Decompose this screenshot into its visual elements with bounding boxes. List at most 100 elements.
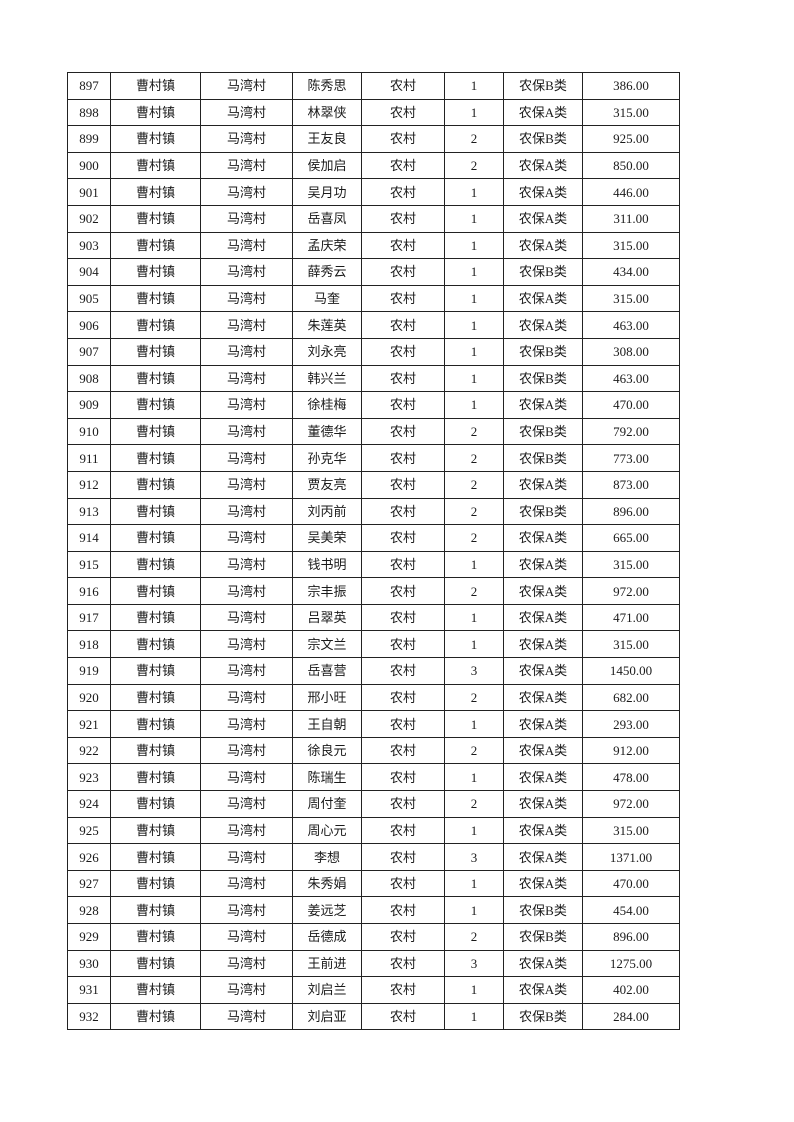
cell-town: 曹村镇	[110, 204, 201, 233]
cell-town: 曹村镇	[110, 337, 201, 366]
cell-insurance-category: 农保A类	[503, 843, 583, 871]
cell-insurance-category: 农保A类	[503, 470, 583, 499]
cell-village: 马湾村	[200, 497, 293, 526]
cell-family-size: 3	[444, 949, 504, 978]
cell-household-type: 农村	[361, 444, 445, 472]
cell-town: 曹村镇	[110, 923, 201, 951]
cell-town: 曹村镇	[110, 710, 201, 738]
cell-insurance-category: 农保B类	[503, 1002, 583, 1031]
cell-row-number: 917	[67, 603, 111, 632]
table-row: 918 曹村镇 马湾村 宗文兰 农村 1 农保A类 315.00	[67, 630, 680, 659]
cell-village: 马湾村	[200, 869, 293, 898]
cell-town: 曹村镇	[110, 550, 201, 579]
cell-village: 马湾村	[200, 417, 293, 446]
cell-household-type: 农村	[361, 151, 445, 180]
cell-household-type: 农村	[361, 337, 445, 366]
cell-town: 曹村镇	[110, 603, 201, 632]
cell-village: 马湾村	[200, 896, 293, 924]
cell-name: 陈瑞生	[292, 763, 362, 792]
cell-village: 马湾村	[200, 657, 293, 685]
cell-amount: 463.00	[582, 311, 680, 339]
cell-town: 曹村镇	[110, 736, 201, 765]
cell-amount: 454.00	[582, 896, 680, 924]
table-row: 919 曹村镇 马湾村 岳喜营 农村 3 农保A类 1450.00	[67, 657, 680, 685]
table-row: 906 曹村镇 马湾村 朱莲英 农村 1 农保A类 463.00	[67, 311, 680, 339]
table-row: 897 曹村镇 马湾村 陈秀思 农村 1 农保B类 386.00	[67, 72, 680, 100]
cell-household-type: 农村	[361, 736, 445, 765]
cell-name: 岳喜凤	[292, 204, 362, 233]
cell-household-type: 农村	[361, 178, 445, 206]
cell-row-number: 926	[67, 843, 111, 871]
cell-insurance-category: 农保A类	[503, 550, 583, 579]
cell-name: 孙克华	[292, 444, 362, 472]
cell-row-number: 913	[67, 497, 111, 526]
cell-name: 岳德成	[292, 923, 362, 951]
cell-household-type: 农村	[361, 657, 445, 685]
table-row: 901 曹村镇 马湾村 吴月功 农村 1 农保A类 446.00	[67, 178, 680, 206]
cell-amount: 471.00	[582, 603, 680, 632]
cell-household-type: 农村	[361, 125, 445, 153]
cell-amount: 315.00	[582, 98, 680, 127]
cell-household-type: 农村	[361, 790, 445, 818]
cell-family-size: 2	[444, 683, 504, 712]
cell-insurance-category: 农保B类	[503, 923, 583, 951]
cell-village: 马湾村	[200, 524, 293, 552]
cell-family-size: 2	[444, 790, 504, 818]
cell-name: 宗文兰	[292, 630, 362, 659]
cell-household-type: 农村	[361, 417, 445, 446]
cell-row-number: 898	[67, 98, 111, 127]
cell-name: 韩兴兰	[292, 364, 362, 393]
cell-town: 曹村镇	[110, 816, 201, 845]
cell-town: 曹村镇	[110, 657, 201, 685]
cell-amount: 1371.00	[582, 843, 680, 871]
cell-row-number: 928	[67, 896, 111, 924]
cell-household-type: 农村	[361, 364, 445, 393]
cell-row-number: 907	[67, 337, 111, 366]
cell-name: 贾友亮	[292, 470, 362, 499]
cell-household-type: 农村	[361, 923, 445, 951]
cell-insurance-category: 农保A类	[503, 98, 583, 127]
cell-insurance-category: 农保B类	[503, 497, 583, 526]
cell-village: 马湾村	[200, 790, 293, 818]
cell-amount: 792.00	[582, 417, 680, 446]
cell-insurance-category: 农保A类	[503, 603, 583, 632]
cell-household-type: 农村	[361, 816, 445, 845]
cell-name: 王前进	[292, 949, 362, 978]
cell-name: 侯加启	[292, 151, 362, 180]
cell-family-size: 1	[444, 391, 504, 419]
cell-village: 马湾村	[200, 630, 293, 659]
cell-town: 曹村镇	[110, 72, 201, 100]
cell-household-type: 农村	[361, 1002, 445, 1031]
cell-town: 曹村镇	[110, 524, 201, 552]
cell-row-number: 916	[67, 577, 111, 605]
cell-row-number: 921	[67, 710, 111, 738]
table-row: 915 曹村镇 马湾村 钱书明 农村 1 农保A类 315.00	[67, 550, 680, 579]
cell-amount: 470.00	[582, 869, 680, 898]
cell-household-type: 农村	[361, 284, 445, 313]
cell-village: 马湾村	[200, 976, 293, 1004]
table-row: 920 曹村镇 马湾村 邢小旺 农村 2 农保A类 682.00	[67, 683, 680, 712]
cell-amount: 682.00	[582, 683, 680, 712]
cell-name: 刘丙前	[292, 497, 362, 526]
cell-town: 曹村镇	[110, 364, 201, 393]
cell-insurance-category: 农保B类	[503, 125, 583, 153]
cell-town: 曹村镇	[110, 790, 201, 818]
cell-household-type: 农村	[361, 949, 445, 978]
cell-town: 曹村镇	[110, 683, 201, 712]
cell-household-type: 农村	[361, 710, 445, 738]
table-row: 905 曹村镇 马湾村 马奎 农村 1 农保A类 315.00	[67, 284, 680, 313]
cell-name: 朱莲英	[292, 311, 362, 339]
cell-amount: 1275.00	[582, 949, 680, 978]
cell-family-size: 1	[444, 364, 504, 393]
cell-insurance-category: 农保B类	[503, 258, 583, 286]
table-row: 925 曹村镇 马湾村 周心元 农村 1 农保A类 315.00	[67, 816, 680, 845]
cell-family-size: 2	[444, 470, 504, 499]
table-row: 926 曹村镇 马湾村 李想 农村 3 农保A类 1371.00	[67, 843, 680, 871]
table-row: 912 曹村镇 马湾村 贾友亮 农村 2 农保A类 873.00	[67, 470, 680, 499]
cell-row-number: 931	[67, 976, 111, 1004]
table-row: 900 曹村镇 马湾村 侯加启 农村 2 农保A类 850.00	[67, 151, 680, 180]
cell-name: 陈秀思	[292, 72, 362, 100]
cell-insurance-category: 农保A类	[503, 391, 583, 419]
cell-row-number: 910	[67, 417, 111, 446]
cell-row-number: 912	[67, 470, 111, 499]
